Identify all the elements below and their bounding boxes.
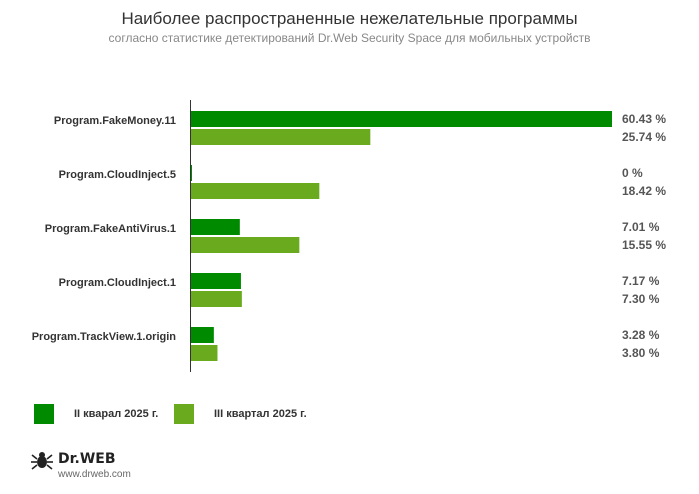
spider-icon [31, 452, 53, 470]
bar-q2 [191, 165, 192, 181]
bar-q3 [191, 345, 218, 361]
value-label-q2: 60.43 % [622, 112, 666, 126]
value-label-q2: 3.28 % [622, 328, 660, 342]
logo-url: www.drweb.com [58, 469, 131, 480]
category-label: Program.FakeAntiVirus.1 [45, 223, 176, 235]
value-label-q2: 7.17 % [622, 274, 660, 288]
drweb-logo: Dr.WEB www.drweb.com [30, 447, 180, 487]
bar-q3 [191, 183, 320, 199]
value-label-q2: 7.01 % [622, 220, 660, 234]
value-label-q2: 0 % [622, 166, 643, 180]
chart-title: Наиболее распространенные нежелательные … [121, 9, 578, 28]
legend-swatch-q3 [174, 404, 194, 424]
value-label-q3: 3.80 % [622, 346, 660, 360]
category-label: Program.TrackView.1.origin [32, 331, 177, 343]
value-label-q3: 18.42 % [622, 184, 666, 198]
bar-q2 [191, 111, 612, 127]
category-label: Program.CloudInject.1 [59, 277, 176, 289]
value-label-q3: 25.74 % [622, 130, 666, 144]
value-label-q3: 7.30 % [622, 292, 660, 306]
chart-subtitle: согласно статистике детектирований Dr.We… [108, 31, 591, 45]
value-label-q3: 15.55 % [622, 238, 666, 252]
category-label: Program.CloudInject.5 [59, 169, 176, 181]
legend-swatch-q2 [34, 404, 54, 424]
bar-q2 [191, 327, 214, 343]
bar-q3 [191, 129, 371, 145]
legend-label-q2: II кварал 2025 г. [74, 408, 159, 420]
bar-q3 [191, 237, 300, 253]
bar-q2 [191, 273, 241, 289]
category-label: Program.FakeMoney.11 [54, 115, 176, 127]
logo-brand: Dr.WEB [58, 451, 116, 467]
legend-label-q3: III квартал 2025 г. [214, 408, 307, 420]
bar-q2 [191, 219, 240, 235]
bar-q3 [191, 291, 242, 307]
